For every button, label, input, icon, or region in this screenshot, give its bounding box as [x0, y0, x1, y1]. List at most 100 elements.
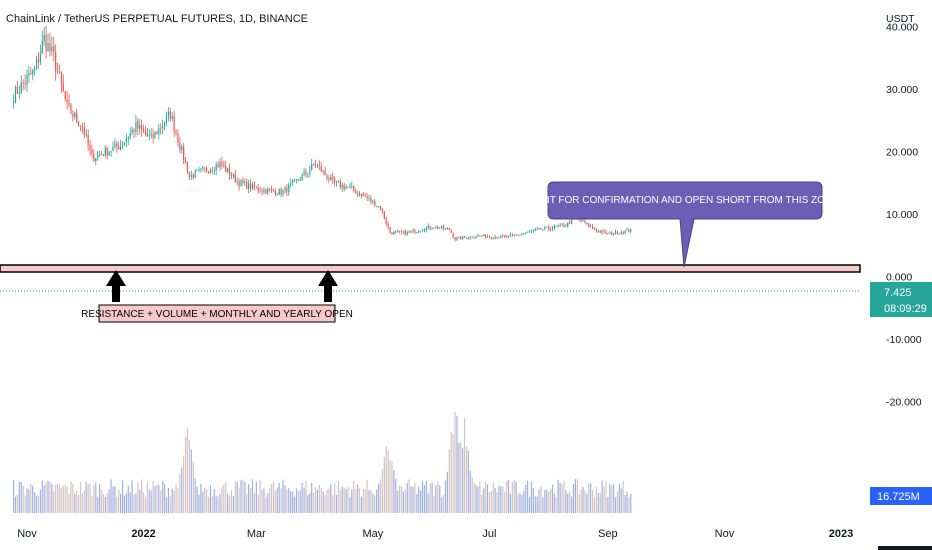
candle	[263, 186, 265, 195]
volume-bar	[95, 482, 97, 513]
candle	[49, 32, 51, 57]
candle	[249, 179, 252, 193]
volume-bar	[355, 489, 357, 513]
candle	[200, 168, 202, 173]
resistance-zone[interactable]	[0, 264, 861, 273]
candle	[490, 236, 492, 240]
volume-bar	[441, 497, 443, 513]
volume-bar	[609, 483, 611, 513]
candle	[293, 179, 296, 183]
candle	[144, 126, 147, 137]
candle	[242, 176, 244, 186]
volume-bar	[462, 448, 464, 513]
candle	[152, 128, 154, 144]
candle	[586, 222, 588, 225]
candle	[519, 234, 521, 237]
candle	[66, 91, 68, 110]
volume-bar	[586, 493, 588, 513]
volume-bar	[120, 493, 122, 513]
candle	[521, 232, 523, 236]
volume-bar	[163, 484, 166, 513]
candle	[165, 111, 168, 126]
volume-bar	[402, 491, 405, 513]
candle	[188, 171, 191, 181]
volume-bar	[420, 490, 422, 513]
candle	[30, 66, 32, 76]
candle	[515, 234, 517, 237]
volume-bar	[391, 461, 393, 513]
candle	[397, 229, 399, 233]
candle	[28, 65, 30, 83]
candle	[322, 169, 324, 175]
candle	[131, 126, 133, 136]
volume-bar	[303, 487, 305, 513]
volume-bar	[276, 487, 278, 513]
volume-bar	[620, 488, 622, 513]
time-tick: Mar	[247, 528, 266, 540]
candle	[498, 236, 500, 239]
volume-bar	[630, 493, 632, 513]
candle	[139, 119, 141, 135]
candle	[288, 182, 290, 196]
candle	[517, 234, 519, 237]
volume-bar	[397, 491, 399, 513]
candle	[257, 183, 259, 194]
candle	[414, 228, 416, 235]
volume-bar	[183, 455, 185, 513]
volume-bar	[97, 497, 99, 513]
volume-bar	[314, 486, 317, 513]
volume-bar	[580, 489, 582, 513]
candle	[142, 124, 145, 134]
volume-bar	[209, 485, 212, 513]
volume-bar	[416, 493, 418, 513]
candle	[51, 37, 53, 56]
candle	[267, 186, 269, 196]
volume-bar	[146, 482, 148, 513]
candle	[206, 166, 208, 173]
volume-bar	[139, 489, 141, 513]
volume-bar	[49, 481, 51, 513]
candle	[410, 230, 412, 234]
volume-bar	[448, 449, 450, 513]
volume-bar	[595, 486, 598, 513]
candle	[546, 226, 548, 228]
candle	[475, 235, 477, 239]
volume-bar	[292, 491, 294, 513]
up-arrow-right[interactable]	[318, 270, 338, 302]
volume-bar	[593, 496, 596, 513]
volume-bar	[484, 481, 487, 513]
candle	[305, 168, 307, 178]
candle	[290, 178, 292, 188]
callout-box[interactable]	[547, 181, 823, 268]
volume-bar	[376, 489, 378, 513]
volume-bar	[410, 486, 412, 513]
candle	[523, 233, 525, 235]
volume-bar	[87, 484, 89, 513]
volume-bar	[74, 493, 76, 513]
volume-bar	[185, 436, 187, 513]
zone-label-box[interactable]	[98, 304, 336, 323]
volume-bar	[353, 480, 355, 513]
candle	[221, 156, 223, 170]
volume-bar	[22, 486, 24, 513]
candle	[282, 188, 284, 197]
candle	[133, 128, 135, 139]
candle	[198, 166, 200, 173]
candle	[175, 129, 177, 136]
candle	[551, 225, 554, 232]
volume-bar	[207, 496, 210, 513]
candle	[370, 195, 372, 206]
candle	[204, 167, 206, 173]
last-price-badge[interactable]	[870, 282, 932, 317]
candle	[324, 166, 326, 176]
price-tick: 30.000	[886, 84, 918, 96]
candle	[83, 121, 85, 139]
candle	[265, 188, 267, 195]
time-axis[interactable]: Nov 2022 Mar May Jul Sep Nov 2023	[17, 528, 853, 540]
price-axis[interactable]: 40.000 30.000 20.000 10.000 0.000 -10.000 -20.…	[886, 22, 922, 409]
volume-badge[interactable]	[870, 487, 932, 505]
volume-bar	[320, 488, 322, 513]
candle	[553, 224, 555, 230]
up-arrow-left[interactable]	[106, 270, 126, 302]
